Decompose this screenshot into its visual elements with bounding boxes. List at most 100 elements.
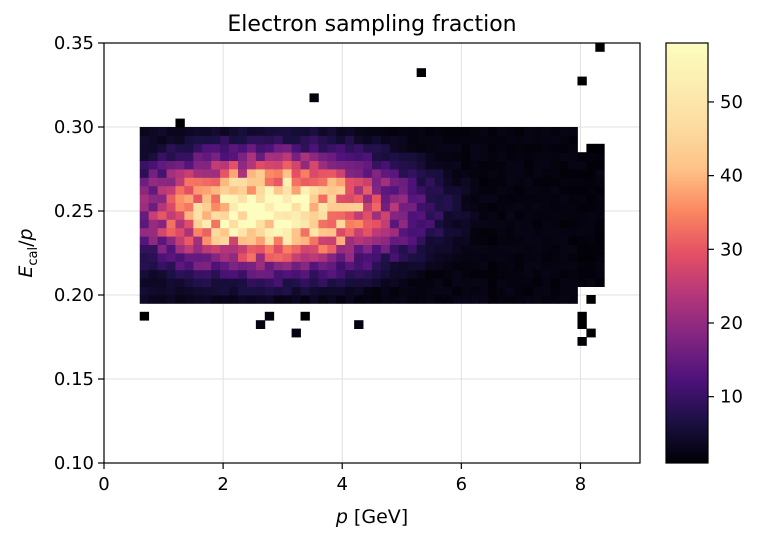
heatmap-cell-395: [300, 202, 310, 212]
heatmap-cell-904: [514, 185, 525, 195]
heatmap-cell-572: [372, 143, 382, 153]
heatmap-cell-707: [434, 253, 444, 262]
heatmap-cell-466: [327, 143, 337, 153]
heatmap-cell-708: [434, 244, 444, 254]
heatmap-cell-375: [291, 185, 301, 195]
heatmap-cell-593: [380, 143, 391, 153]
heatmap-cell-939: [532, 244, 543, 254]
heatmap-cell-1047: [577, 227, 587, 237]
heatmap-cell-1027: [568, 211, 578, 220]
heatmap-cell-295: [255, 135, 266, 145]
heatmap-cell-468: [327, 127, 337, 136]
heatmap-cell-901: [514, 211, 525, 220]
heatmap-cell-127: [184, 127, 194, 136]
heatmap-cell-195: [220, 261, 230, 271]
heatmap-cell-447: [318, 127, 328, 136]
heatmap-cell-826: [479, 135, 489, 145]
heatmap-cell-752: [452, 227, 462, 237]
heatmap-cell-899: [514, 227, 525, 237]
heatmap-cell-292: [255, 160, 266, 170]
heatmap-cell-44: [157, 286, 167, 296]
heatmap-cell-859: [497, 211, 507, 220]
heatmap-cell-660: [416, 286, 426, 296]
heatmap-cell-77: [166, 185, 176, 195]
heatmap-cell-538: [363, 253, 373, 262]
heatmap-cell-348: [282, 227, 292, 237]
heatmap-cell-991: [550, 160, 560, 170]
heatmap-cell-921: [523, 219, 534, 229]
heatmap-cell-174: [211, 261, 221, 271]
heatmap-cell-802: [470, 160, 480, 170]
heatmap-cell-583: [380, 227, 391, 237]
heatmap-cell-6: [139, 253, 150, 262]
heatmap-cell-1090: [595, 169, 605, 178]
heatmap-cell-561: [372, 236, 382, 245]
heatmap-cell-89: [175, 261, 185, 271]
heatmap-cell-106: [175, 118, 185, 128]
heatmap-cell-237: [238, 261, 248, 271]
heatmap-cell-498: [345, 227, 355, 237]
heatmap-cell-1092: [595, 152, 605, 161]
heatmap-cell-775: [461, 211, 471, 220]
heatmap-cell-27: [148, 253, 158, 262]
heatmap-cell-833: [488, 253, 498, 262]
heatmap-cell-966: [541, 194, 552, 203]
heatmap-cell-62: [157, 135, 167, 145]
heatmap-cell-969: [541, 169, 552, 178]
heatmap-cell-484: [336, 169, 346, 178]
heatmap-cell-884: [506, 177, 516, 187]
heatmap-cell-700: [425, 135, 435, 145]
heatmap-cell-1031: [568, 177, 578, 187]
heatmap-cell-189: [211, 135, 221, 145]
heatmap-cell-513: [354, 286, 364, 296]
heatmap-cell-626: [398, 219, 409, 229]
heatmap-cell-701: [425, 127, 435, 136]
heatmap-cell-536: [363, 269, 373, 279]
heatmap-cell-915: [523, 269, 534, 279]
x-axis-label: p [GeV]: [335, 506, 408, 528]
heatmap-cell-394: [300, 211, 310, 220]
heatmap-cell-374: [291, 194, 301, 203]
heatmap-cell-141: [193, 185, 203, 195]
heatmap-cell-290: [255, 177, 266, 187]
heatmap-cell-369: [291, 236, 301, 245]
heatmap-cell-1005: [559, 219, 569, 229]
heatmap-cell-188: [211, 143, 221, 153]
heatmap-cell-512: [354, 295, 364, 304]
heatmap-cell-503: [345, 185, 355, 195]
heatmap-cell-849: [497, 295, 507, 304]
heatmap-cell-462: [327, 177, 337, 187]
heatmap-cell-636: [398, 135, 409, 145]
heatmap-cell-332: [273, 185, 284, 195]
heatmap-cell-435: [318, 227, 328, 237]
heatmap-cell-373: [291, 202, 301, 212]
heatmap-cell-612: [389, 160, 400, 170]
heatmap-cell-97: [175, 194, 185, 203]
heatmap-cell-149: [202, 295, 212, 304]
heatmap-cell-754: [452, 211, 462, 220]
heatmap-cell-412: [309, 236, 319, 245]
heatmap-cell-1084: [595, 219, 605, 229]
heatmap-cell-569: [372, 169, 382, 178]
heatmap-cell-726: [443, 269, 453, 279]
heatmap-cell-323: [273, 261, 284, 271]
heatmap-cell-878: [506, 227, 516, 237]
heatmap-cell-444: [318, 152, 328, 161]
heatmap-cell-1091: [595, 160, 605, 170]
heatmap-cell-211: [220, 127, 230, 136]
heatmap-cell-1049: [577, 211, 587, 220]
heatmap-cell-1061: [586, 269, 596, 279]
heatmap-cell-26: [148, 261, 158, 271]
heatmap-cell-99: [175, 177, 185, 187]
heatmap-cell-787: [470, 286, 480, 296]
heatmap-cell-379: [291, 152, 301, 161]
heatmap-cell-1015: [559, 135, 569, 145]
heatmap-cell-173: [211, 269, 221, 279]
heatmap-cell-470: [336, 286, 346, 296]
heatmap-cell-673: [416, 177, 426, 187]
heatmap-cell-671: [416, 194, 426, 203]
heatmap-cell-821: [479, 177, 489, 187]
heatmap-cell-190: [211, 127, 221, 136]
heatmap-cell-343: [282, 269, 292, 279]
heatmap-cell-547: [363, 177, 373, 187]
